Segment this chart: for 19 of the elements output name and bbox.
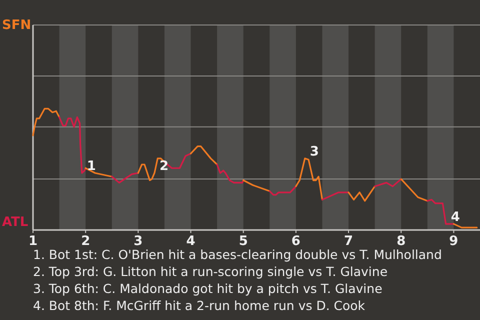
- x-tick-label: 8: [396, 234, 406, 249]
- text: 3. Top 6th: C. Maldonado got hit by a pitch vs T. Glavine: [33, 281, 383, 296]
- text: 4. Bot 8th: F. McGriff hit a 2-run home run vs D. Cook: [33, 298, 366, 313]
- text: 2. Top 3rd: G. Litton hit a run-scoring single vs T. Glavine: [33, 264, 388, 279]
- x-tick-label: 2: [81, 234, 90, 249]
- annotation: 1: [86, 158, 96, 174]
- x-tick-label: 4: [186, 234, 196, 249]
- annotation: 4: [450, 210, 460, 225]
- x-tick-label: 6: [291, 234, 300, 249]
- annotation: 2: [159, 158, 169, 174]
- text: ATL: [2, 215, 28, 230]
- x-tick-label: 1: [28, 234, 38, 249]
- x-tick-label: 5: [238, 234, 248, 249]
- x-tick-label: 9: [449, 234, 458, 249]
- x-tick-label: 3: [134, 234, 143, 249]
- annotation: 3: [310, 144, 319, 160]
- text: SFN: [2, 18, 32, 33]
- text: 1. Bot 1st: C. O'Brien hit a bases-clearing double vs T. Mulholland: [33, 247, 442, 262]
- x-tick-label: 7: [344, 234, 354, 249]
